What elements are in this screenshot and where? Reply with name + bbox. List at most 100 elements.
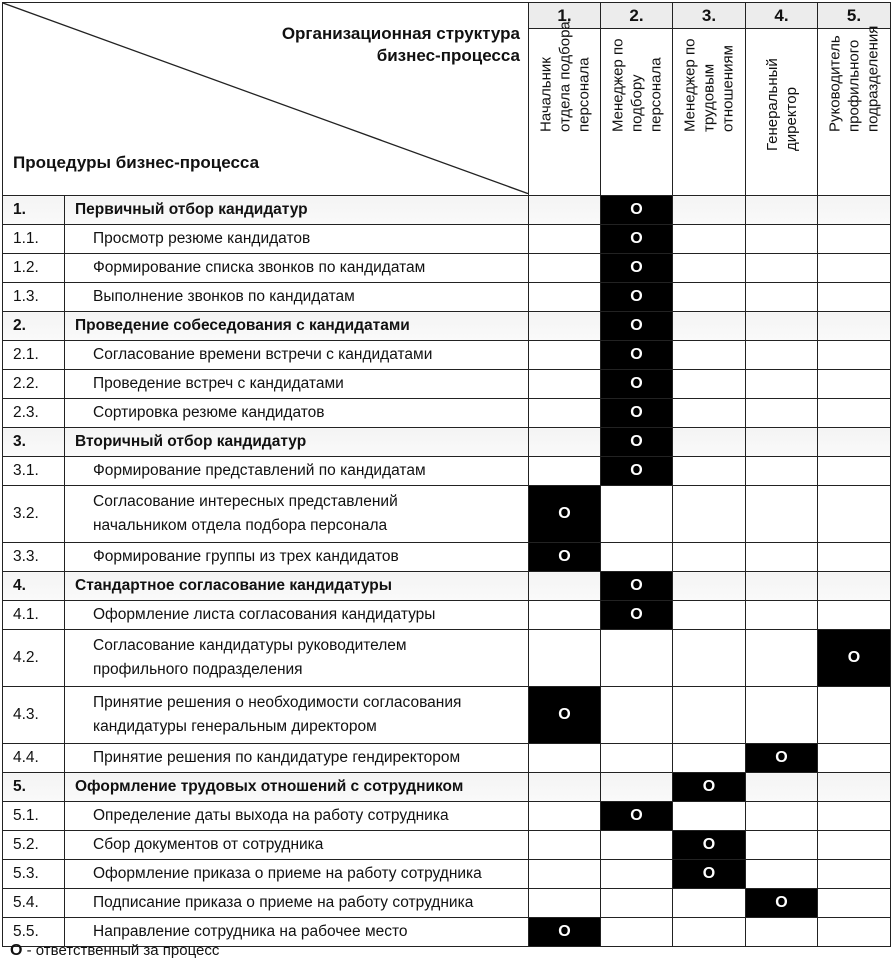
table-row: 2.1. Согласование времени встречи с канди… bbox=[2, 340, 891, 370]
empty-cell bbox=[672, 340, 746, 370]
empty-cell bbox=[672, 485, 746, 543]
responsible-cell: O bbox=[745, 743, 818, 773]
table-row: 3.2. Согласование интересных представлени… bbox=[2, 485, 891, 543]
empty-cell bbox=[745, 485, 818, 543]
empty-cell bbox=[528, 456, 601, 486]
empty-cell bbox=[817, 859, 891, 889]
column-role: Менеджер по трудовым отношениям bbox=[672, 28, 746, 196]
responsible-cell: O bbox=[600, 195, 673, 225]
empty-cell bbox=[600, 888, 673, 918]
empty-cell bbox=[672, 743, 746, 773]
empty-cell bbox=[745, 801, 818, 831]
row-number: 5.3. bbox=[2, 859, 65, 889]
role-label: Руководитель профильного подразделения bbox=[826, 25, 882, 132]
empty-cell bbox=[817, 369, 891, 399]
empty-cell bbox=[528, 282, 601, 312]
procedure-name: Просмотр резюме кандидатов bbox=[64, 224, 529, 254]
empty-cell bbox=[817, 224, 891, 254]
empty-cell bbox=[672, 629, 746, 687]
empty-cell bbox=[528, 427, 601, 457]
empty-cell bbox=[817, 801, 891, 831]
table-row: 5.2. Сбор документов от сотрудника O bbox=[2, 830, 891, 860]
responsible-cell: O bbox=[528, 542, 601, 572]
row-number: 3.2. bbox=[2, 485, 65, 543]
empty-cell bbox=[600, 917, 673, 947]
empty-cell bbox=[745, 253, 818, 283]
role-label: Начальник отдела подбора персонала bbox=[537, 21, 592, 132]
empty-cell bbox=[672, 195, 746, 225]
column-role: Начальник отдела подбора персонала bbox=[528, 21, 601, 196]
responsible-cell: O bbox=[600, 369, 673, 399]
empty-cell bbox=[528, 253, 601, 283]
table-row: 5.5. Направление сотрудника на рабочее ме… bbox=[2, 917, 891, 947]
responsible-cell: O bbox=[528, 917, 601, 947]
empty-cell bbox=[817, 743, 891, 773]
responsible-cell: O bbox=[600, 801, 673, 831]
empty-cell bbox=[745, 830, 818, 860]
empty-cell bbox=[817, 600, 891, 630]
row-number: 3.3. bbox=[2, 542, 65, 572]
empty-cell bbox=[672, 456, 746, 486]
section-row: 2. Проведение собеседования с кандидатами… bbox=[2, 311, 891, 341]
empty-cell bbox=[528, 600, 601, 630]
empty-cell bbox=[672, 369, 746, 399]
table-row: 5.1. Определение даты выхода на работу со… bbox=[2, 801, 891, 831]
role-label: Менеджер по подбору персонала bbox=[609, 38, 664, 132]
empty-cell bbox=[745, 859, 818, 889]
row-number: 1. bbox=[2, 195, 65, 225]
empty-cell bbox=[745, 340, 818, 370]
empty-cell bbox=[817, 772, 891, 802]
empty-cell bbox=[528, 859, 601, 889]
responsible-cell: O bbox=[600, 253, 673, 283]
column-role: Менеджер по подбору персонала bbox=[600, 28, 673, 196]
procedure-name: Оформление трудовых отношений с сотрудни… bbox=[64, 772, 529, 802]
empty-cell bbox=[745, 629, 818, 687]
empty-cell bbox=[672, 542, 746, 572]
row-number: 5.4. bbox=[2, 888, 65, 918]
empty-cell bbox=[745, 427, 818, 457]
empty-cell bbox=[528, 571, 601, 601]
empty-cell bbox=[672, 282, 746, 312]
empty-cell bbox=[817, 888, 891, 918]
empty-cell bbox=[672, 224, 746, 254]
empty-cell bbox=[528, 743, 601, 773]
header-corner: Организационная структура бизнес-процесс… bbox=[2, 2, 529, 196]
responsible-cell: O bbox=[745, 888, 818, 918]
empty-cell bbox=[600, 629, 673, 687]
responsible-cell: O bbox=[600, 456, 673, 486]
column-role: Руководитель профильного подразделения bbox=[817, 26, 891, 196]
table-row: 2.2. Проведение встреч с кандидатами O bbox=[2, 369, 891, 399]
procedure-name: Сбор документов от сотрудника bbox=[64, 830, 529, 860]
empty-cell bbox=[672, 398, 746, 428]
empty-cell bbox=[528, 398, 601, 428]
row-number: 1.2. bbox=[2, 253, 65, 283]
procedure-name: Оформление приказа о приеме на работу со… bbox=[64, 859, 529, 889]
procedure-name: Оформление листа согласования кандидатур… bbox=[64, 600, 529, 630]
empty-cell bbox=[672, 311, 746, 341]
empty-cell bbox=[672, 571, 746, 601]
procedure-name: Стандартное согласование кандидатуры bbox=[64, 571, 529, 601]
responsible-cell: O bbox=[528, 485, 601, 543]
empty-cell bbox=[745, 571, 818, 601]
row-number: 4.4. bbox=[2, 743, 65, 773]
procedure-name: Сортировка резюме кандидатов bbox=[64, 398, 529, 428]
responsible-cell: O bbox=[600, 340, 673, 370]
procedure-name: Проведение встреч с кандидатами bbox=[64, 369, 529, 399]
procedure-name: Выполнение звонков по кандидатам bbox=[64, 282, 529, 312]
procedure-name: Первичный отбор кандидатур bbox=[64, 195, 529, 225]
procedure-name: Направление сотрудника на рабочее место bbox=[64, 917, 529, 947]
row-number: 5.2. bbox=[2, 830, 65, 860]
row-number: 4.1. bbox=[2, 600, 65, 630]
empty-cell bbox=[528, 801, 601, 831]
empty-cell bbox=[600, 859, 673, 889]
row-number: 1.1. bbox=[2, 224, 65, 254]
row-number: 5.5. bbox=[2, 917, 65, 947]
empty-cell bbox=[817, 398, 891, 428]
empty-cell bbox=[745, 282, 818, 312]
table-row: 1.3. Выполнение звонков по кандидатам O bbox=[2, 282, 891, 312]
empty-cell bbox=[745, 917, 818, 947]
table-row: 5.4. Подписание приказа о приеме на работ… bbox=[2, 888, 891, 918]
empty-cell bbox=[600, 743, 673, 773]
section-row: 3. Вторичный отбор кандидатур O bbox=[2, 427, 891, 457]
empty-cell bbox=[528, 311, 601, 341]
